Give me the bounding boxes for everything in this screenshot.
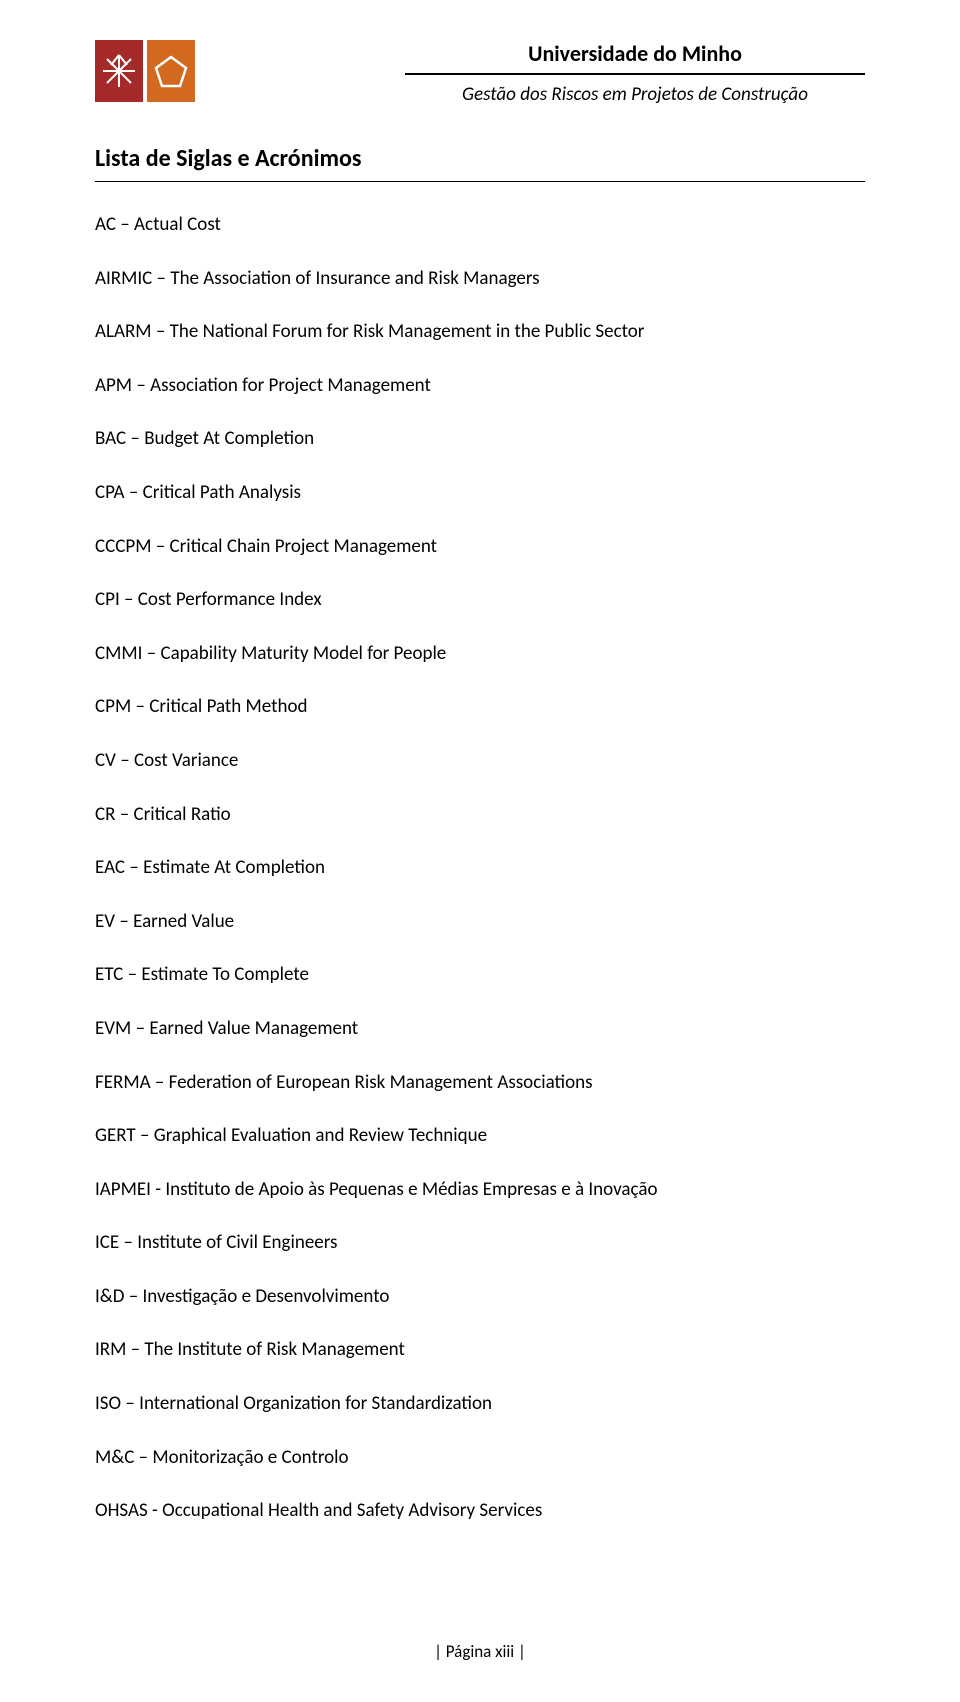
logo-pentagon-icon [147, 40, 195, 102]
acronym-item: OHSAS - Occupational Health and Safety A… [95, 1498, 865, 1525]
acronym-item: AC – Actual Cost [95, 212, 865, 239]
acronym-item: ETC – Estimate To Complete [95, 962, 865, 989]
section-divider [95, 181, 865, 182]
acronym-item: CR – Critical Ratio [95, 802, 865, 829]
university-logo [95, 40, 199, 102]
page-footer: | Página xiii | [0, 1641, 960, 1662]
section-title: Lista de Siglas e Acrónimos [95, 144, 865, 173]
acronym-item: AIRMIC – The Association of Insurance an… [95, 266, 865, 293]
logo-star-icon [95, 40, 143, 102]
header-text-block: Universidade do Minho Gestão dos Riscos … [405, 40, 865, 106]
acronym-item: CPA – Critical Path Analysis [95, 480, 865, 507]
document-subtitle: Gestão dos Riscos em Projetos de Constru… [405, 83, 865, 106]
page-header: Universidade do Minho Gestão dos Riscos … [95, 40, 865, 106]
acronym-item: GERT – Graphical Evaluation and Review T… [95, 1123, 865, 1150]
acronym-item: APM – Association for Project Management [95, 373, 865, 400]
acronym-item: EAC – Estimate At Completion [95, 855, 865, 882]
acronym-item: CCCPM – Critical Chain Project Managemen… [95, 534, 865, 561]
acronym-item: ICE – Institute of Civil Engineers [95, 1230, 865, 1257]
acronym-item: CV – Cost Variance [95, 748, 865, 775]
acronym-item: FERMA – Federation of European Risk Mana… [95, 1070, 865, 1097]
acronym-item: CPM – Critical Path Method [95, 694, 865, 721]
acronym-item: ALARM – The National Forum for Risk Mana… [95, 319, 865, 346]
acronym-list: AC – Actual Cost AIRMIC – The Associatio… [95, 212, 865, 1525]
acronym-item: IAPMEI - Instituto de Apoio às Pequenas … [95, 1177, 865, 1204]
header-divider [405, 73, 865, 75]
acronym-item: CPI – Cost Performance Index [95, 587, 865, 614]
university-name: Universidade do Minho [405, 40, 865, 73]
acronym-item: I&D – Investigação e Desenvolvimento [95, 1284, 865, 1311]
acronym-item: ISO – International Organization for Sta… [95, 1391, 865, 1418]
document-page: Universidade do Minho Gestão dos Riscos … [0, 0, 960, 1592]
acronym-item: IRM – The Institute of Risk Management [95, 1337, 865, 1364]
acronym-item: CMMI – Capability Maturity Model for Peo… [95, 641, 865, 668]
acronym-item: EVM – Earned Value Management [95, 1016, 865, 1043]
acronym-item: EV – Earned Value [95, 909, 865, 936]
acronym-item: M&C – Monitorização e Controlo [95, 1445, 865, 1472]
acronym-item: BAC – Budget At Completion [95, 426, 865, 453]
